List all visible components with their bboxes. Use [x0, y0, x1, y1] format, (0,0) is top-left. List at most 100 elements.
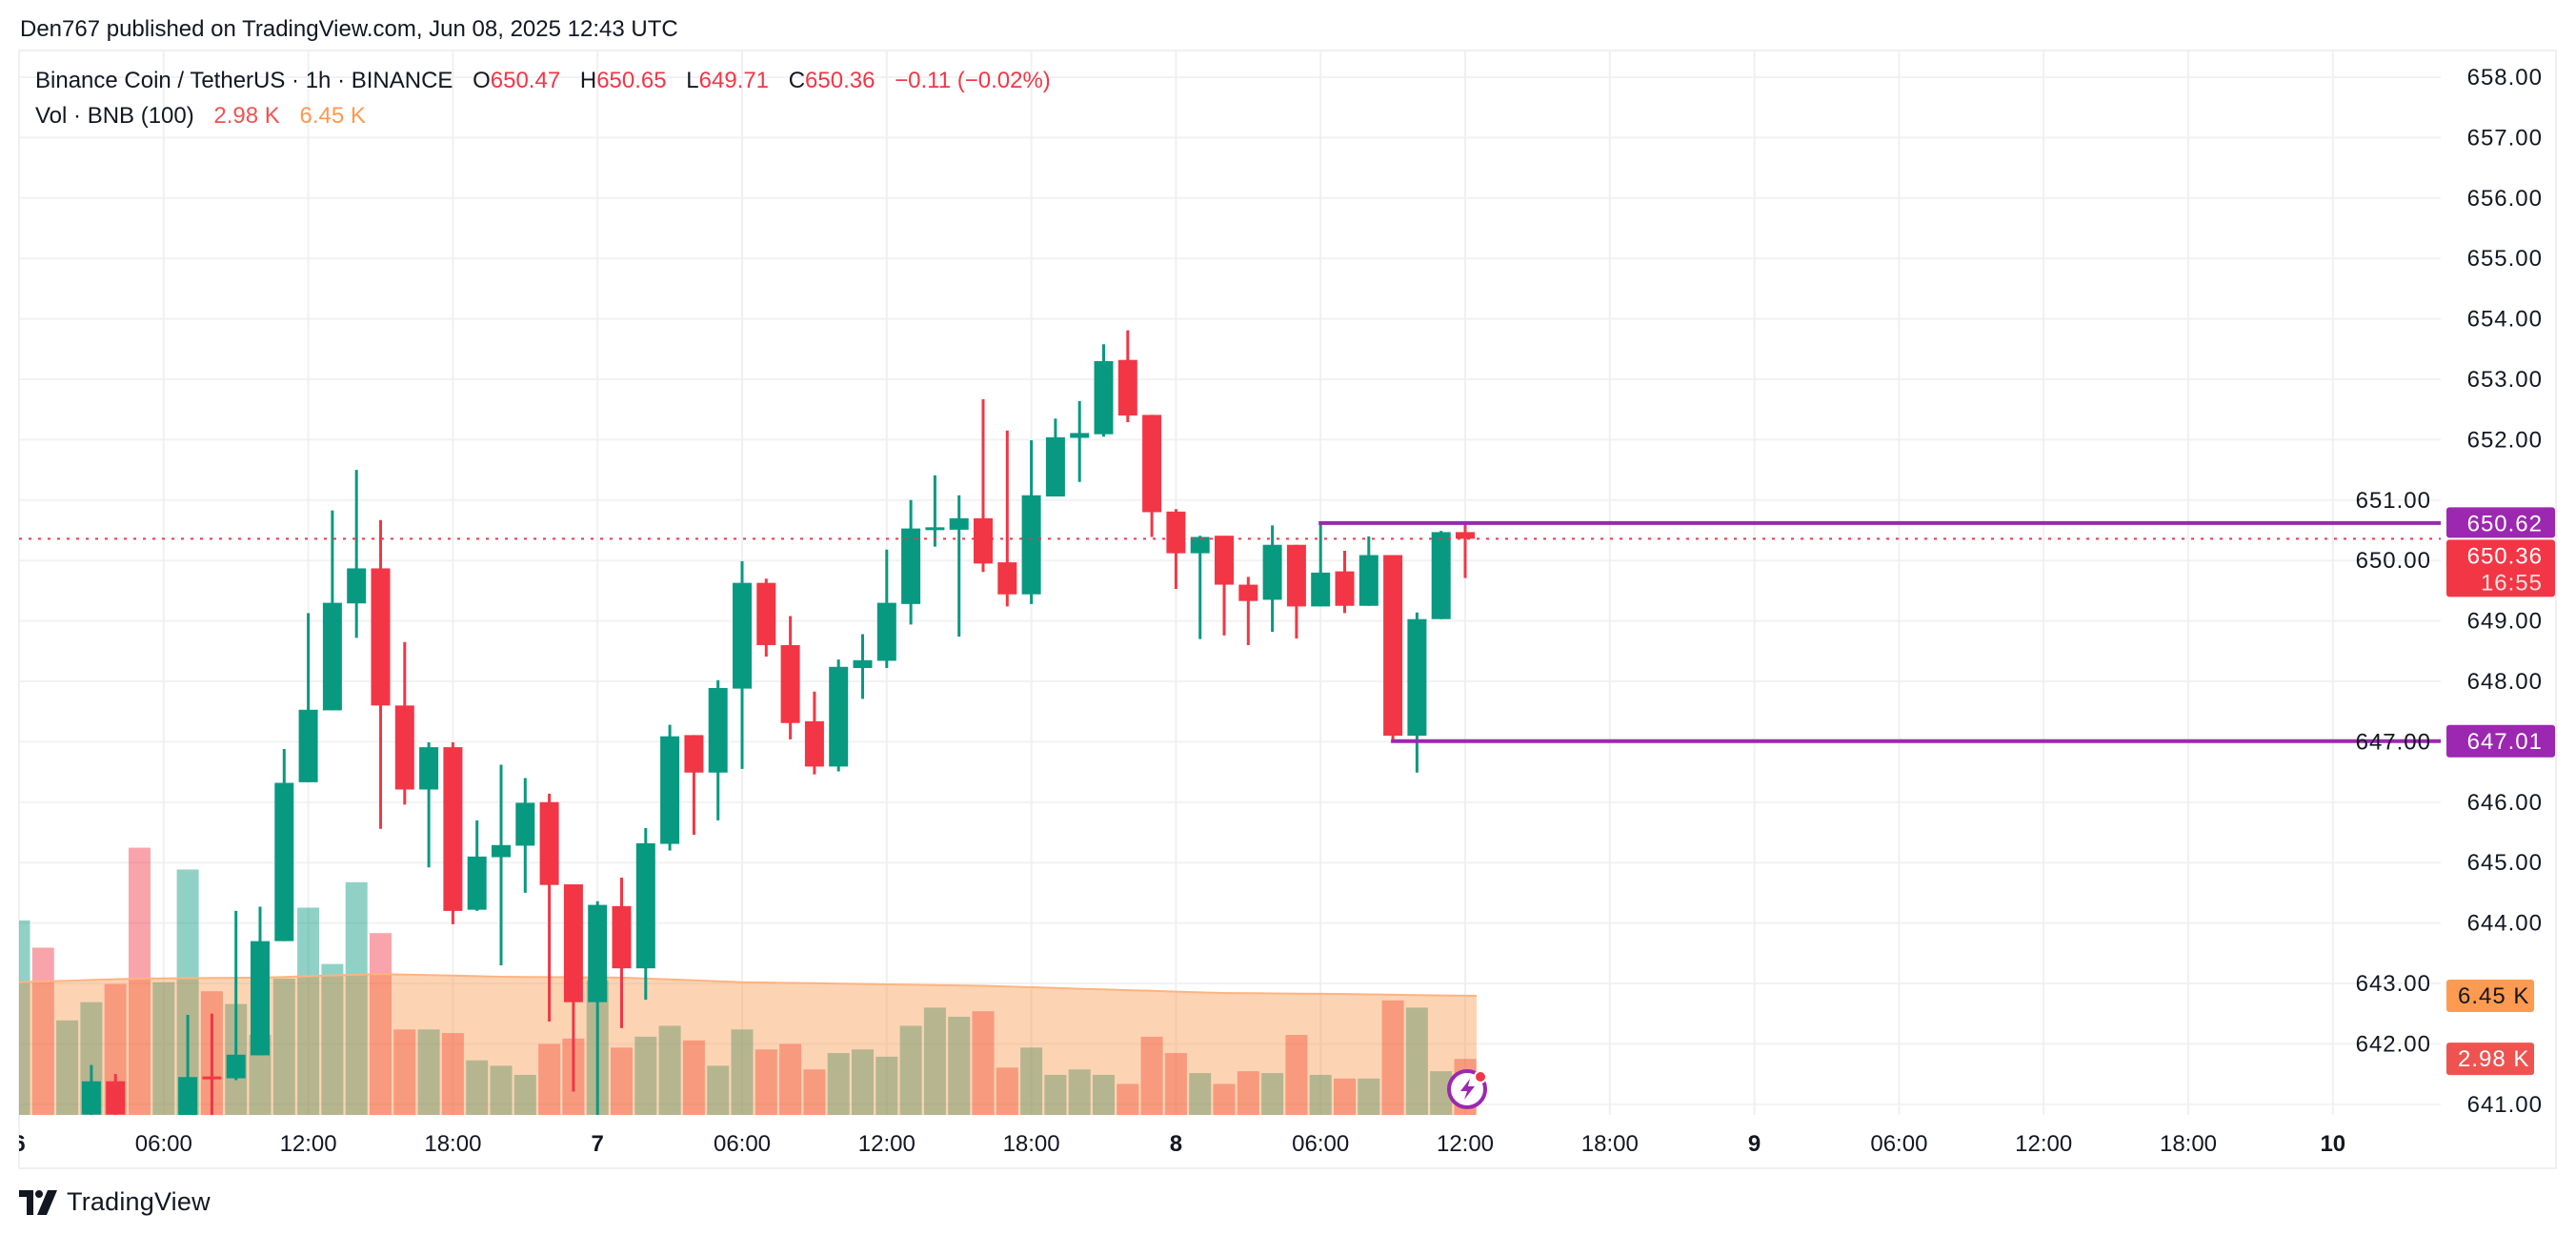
- open-value: 650.47: [490, 68, 561, 93]
- volume-bar: [152, 982, 175, 1115]
- candle-up: [901, 528, 921, 604]
- candle-up: [733, 582, 752, 689]
- volume-bar: [176, 869, 199, 1115]
- volume-bar: [899, 1025, 922, 1115]
- volume-bar: [538, 1043, 561, 1115]
- candle-down: [1215, 536, 1234, 585]
- candle-up: [347, 568, 367, 604]
- volume-bar: [1237, 1071, 1259, 1115]
- volume-bar: [129, 847, 151, 1115]
- footer-brand[interactable]: TradingView: [19, 1187, 211, 1217]
- time-tick-label: 06:00: [1870, 1131, 1927, 1157]
- candle-up: [829, 666, 849, 767]
- drawn-levels[interactable]: [19, 520, 2441, 743]
- volume-legend[interactable]: Vol · BNB (100) 2.98 K 6.45 K: [35, 102, 1051, 137]
- volume-ma-badge-text: 6.45 K: [2458, 983, 2529, 1009]
- volume-bar: [803, 1069, 826, 1115]
- volume-bar: [1405, 1007, 1428, 1115]
- price-axis[interactable]: 658.00 657.00 656.00 655.00 654.00 653.00 652.…: [2356, 65, 2543, 1118]
- time-tick-label: 18:00: [424, 1131, 481, 1157]
- volume-bar: [513, 1074, 536, 1115]
- symbol-legend[interactable]: Binance Coin / TetherUS · 1h · BINANCE O…: [35, 67, 1051, 102]
- candle-down: [1238, 584, 1258, 601]
- price-tick-label-shifted: 650.00: [2356, 548, 2431, 574]
- candle-down: [997, 562, 1017, 595]
- time-tick-label: 8: [1170, 1131, 1182, 1157]
- candle-up: [274, 782, 294, 941]
- candle-down: [974, 517, 993, 564]
- candle-down: [202, 1076, 222, 1080]
- time-tick-label: 12:00: [858, 1131, 916, 1157]
- candle-down: [1286, 544, 1306, 607]
- candle-down: [371, 568, 391, 706]
- volume-bar: [779, 1043, 802, 1115]
- candle-down: [684, 735, 704, 773]
- volume-bar: [827, 1053, 850, 1115]
- candle-up: [1431, 532, 1451, 619]
- time-tick-label: 7: [592, 1131, 604, 1157]
- tradingview-logo-icon: [19, 1189, 57, 1215]
- low-label: L: [686, 68, 699, 93]
- support-price-badge: [2446, 724, 2555, 758]
- candle-down: [1456, 532, 1475, 539]
- volume-title[interactable]: Vol · BNB (100): [35, 103, 194, 129]
- volume-bar: [996, 1067, 1018, 1115]
- volume-bar: [1020, 1047, 1043, 1115]
- volume-bar: [1309, 1074, 1332, 1115]
- volume-bar: [1044, 1074, 1067, 1115]
- candle-up: [298, 709, 318, 782]
- time-tick-label: 12:00: [2015, 1131, 2072, 1157]
- volume-ma: [19, 973, 1478, 1115]
- volume-bar: [56, 1020, 79, 1115]
- candle-down: [780, 644, 800, 723]
- last-price-badge-text: 650.36: [2467, 543, 2543, 569]
- time-tick-label: 06:00: [1292, 1131, 1349, 1157]
- volume-ma-badge: [2446, 979, 2534, 1012]
- volume-bar: [31, 947, 54, 1115]
- candles: [81, 330, 1475, 1115]
- time-axis[interactable]: 6 06:00 12:00 18:00 7 06:00 12:00 18:00 8 06:00 12…: [12, 1131, 2345, 1157]
- volume-bar: [1213, 1083, 1236, 1115]
- time-tick-label: 12:00: [1437, 1131, 1494, 1157]
- time-tick-label: 06:00: [714, 1131, 771, 1157]
- lightning-icon[interactable]: [1447, 1069, 1487, 1109]
- resistance-price-badge: [2446, 507, 2555, 538]
- close-value: 650.36: [805, 68, 875, 93]
- footer-brand-text: TradingView: [67, 1187, 211, 1216]
- volume-ma-area: [19, 974, 1477, 1115]
- volume-bar: [1381, 1000, 1404, 1115]
- volume-bar: [875, 1056, 898, 1115]
- time-tick-label: 9: [1748, 1131, 1761, 1157]
- symbol-title[interactable]: Binance Coin / TetherUS · 1h · BINANCE: [35, 68, 453, 93]
- volume-last-badge: [2446, 1043, 2534, 1076]
- open-label: O: [473, 68, 491, 93]
- candle-up: [251, 941, 270, 1056]
- volume-bar: [707, 1065, 730, 1115]
- volume-bar: [1164, 1053, 1187, 1115]
- price-tick-label: 654.00: [2467, 307, 2543, 333]
- candle-up: [1045, 436, 1065, 496]
- volume-bar: [972, 1011, 995, 1115]
- candle-up: [1021, 495, 1041, 595]
- volume-bar: [682, 1040, 705, 1115]
- chart-legend: Binance Coin / TetherUS · 1h · BINANCE O…: [35, 67, 1051, 137]
- volume-bar: [611, 1047, 633, 1115]
- time-tick-label: 18:00: [1581, 1131, 1639, 1157]
- low-value: 649.71: [698, 68, 770, 93]
- price-tick-label: 653.00: [2467, 367, 2543, 393]
- candle-up: [660, 736, 680, 844]
- candle-down: [612, 905, 632, 969]
- price-tick-label-shifted: 647.00: [2356, 729, 2431, 755]
- candle-down: [394, 705, 414, 790]
- candle-down: [443, 747, 463, 911]
- price-tick-label: 655.00: [2467, 246, 2543, 272]
- price-tick-label: 645.00: [2467, 850, 2543, 876]
- candle-down: [539, 801, 559, 885]
- volume-bar: [1140, 1036, 1163, 1115]
- time-tick-label: 12:00: [280, 1131, 337, 1157]
- candle-up: [492, 844, 511, 858]
- candle-up: [1262, 544, 1282, 600]
- volume-bar: [948, 1016, 971, 1115]
